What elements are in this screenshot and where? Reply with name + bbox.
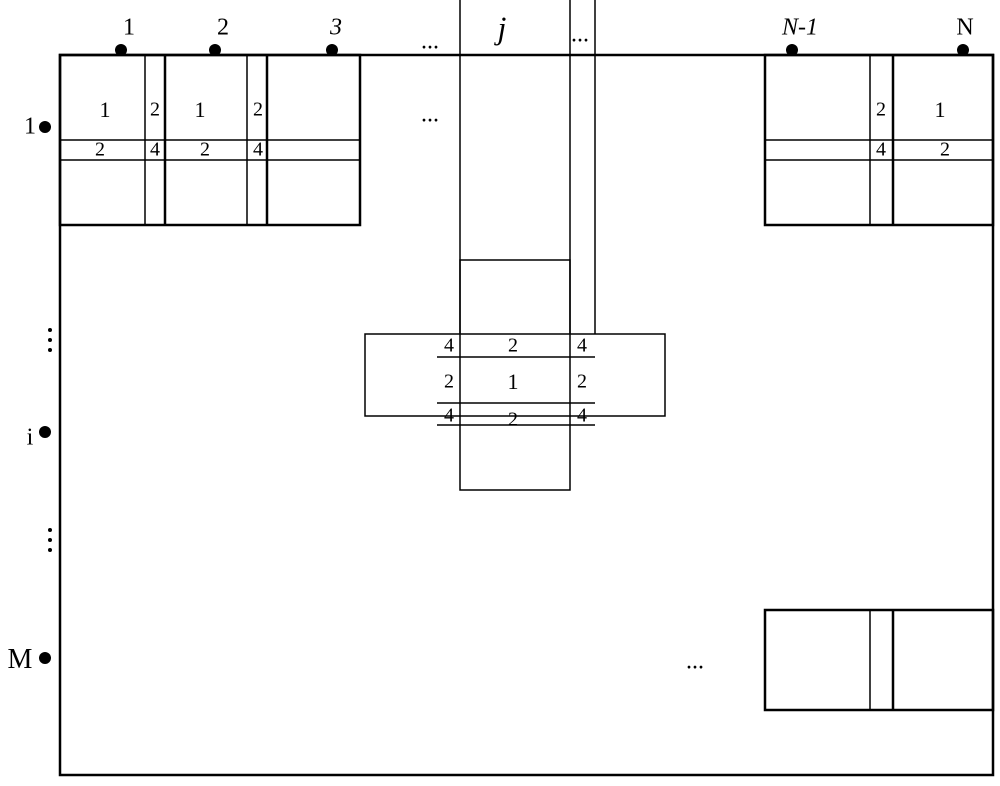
col-label: j <box>498 10 507 47</box>
cell-value: 2 <box>508 409 518 432</box>
vertical-ellipsis <box>48 328 52 352</box>
col-dot-0 <box>115 44 127 56</box>
row-dot-2 <box>39 652 51 664</box>
cell-value: 2 <box>940 139 950 162</box>
cell-value: 4 <box>444 405 454 428</box>
cell-value: 2 <box>95 139 105 162</box>
row-label: 1 <box>24 114 36 141</box>
cell-value: 4 <box>577 405 587 428</box>
row-label: M <box>8 644 33 676</box>
cell-value: 2 <box>253 99 263 122</box>
cell-value: 2 <box>577 371 587 394</box>
col-dot-4 <box>957 44 969 56</box>
cell-value: 4 <box>577 335 587 358</box>
row-dot-0 <box>39 121 51 133</box>
row-label: i <box>27 425 34 452</box>
cell-value: 4 <box>253 139 263 162</box>
col-label: ... <box>421 29 439 56</box>
col-dot-2 <box>326 44 338 56</box>
cell-value: 1 <box>935 97 946 123</box>
cell-value: 2 <box>508 335 518 358</box>
cell-value: 4 <box>444 335 454 358</box>
cell-value: 2 <box>200 139 210 162</box>
col-label: ... <box>571 22 589 49</box>
cell-value: 4 <box>876 139 886 162</box>
cell-value: 4 <box>150 139 160 162</box>
diagram-canvas: 1 2 3... j... N-1 N 1 i M 1 2 1 2 2 4 2 4... 2 1 4 2... 4 2 4 2 1… <box>0 0 1000 786</box>
col-label: N <box>956 15 973 42</box>
col-label: 1 <box>123 15 135 42</box>
col-label: N-1 <box>782 15 818 42</box>
cell-value: 2 <box>150 99 160 122</box>
ellipsis: ... <box>421 102 439 129</box>
col-dot-1 <box>209 44 221 56</box>
cell-value: 1 <box>508 369 519 395</box>
cell-value: 1 <box>195 97 206 123</box>
ellipsis: ... <box>686 649 704 676</box>
vertical-ellipsis <box>48 528 52 552</box>
row-dot-1 <box>39 426 51 438</box>
cell-value: 2 <box>876 99 886 122</box>
cell-value: 2 <box>444 371 454 394</box>
col-label: 2 <box>217 15 229 42</box>
col-dot-3 <box>786 44 798 56</box>
cell-value: 1 <box>100 97 111 123</box>
col-label: 3 <box>330 15 342 42</box>
